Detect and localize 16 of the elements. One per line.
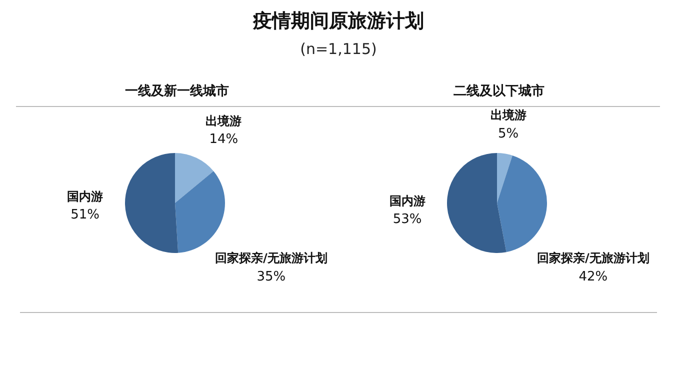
- slice-label: 国内游: [389, 194, 426, 208]
- data-label: 51%: [70, 208, 100, 223]
- data-label: 42%: [578, 269, 608, 284]
- text: 疫情期间原旅游计划: [252, 9, 425, 34]
- slice-label: 出境游: [206, 114, 242, 128]
- data-label: 14%: [209, 132, 238, 148]
- data-label: 53%: [392, 212, 422, 228]
- text: (n=1,115): [299, 40, 378, 58]
- slice-label: 回家探亲/无旅游计划: [537, 251, 650, 266]
- data-label: 5%: [498, 126, 519, 142]
- chart-title: 一线及新一线城市: [16, 82, 338, 107]
- slice-label: 出境游: [490, 108, 526, 122]
- slice-label: 国内游: [67, 189, 104, 204]
- chart-title: 二线及以下城市: [338, 82, 660, 107]
- slice-label: 回家探亲/无旅游计划: [215, 251, 328, 266]
- data-label: 35%: [256, 269, 286, 284]
